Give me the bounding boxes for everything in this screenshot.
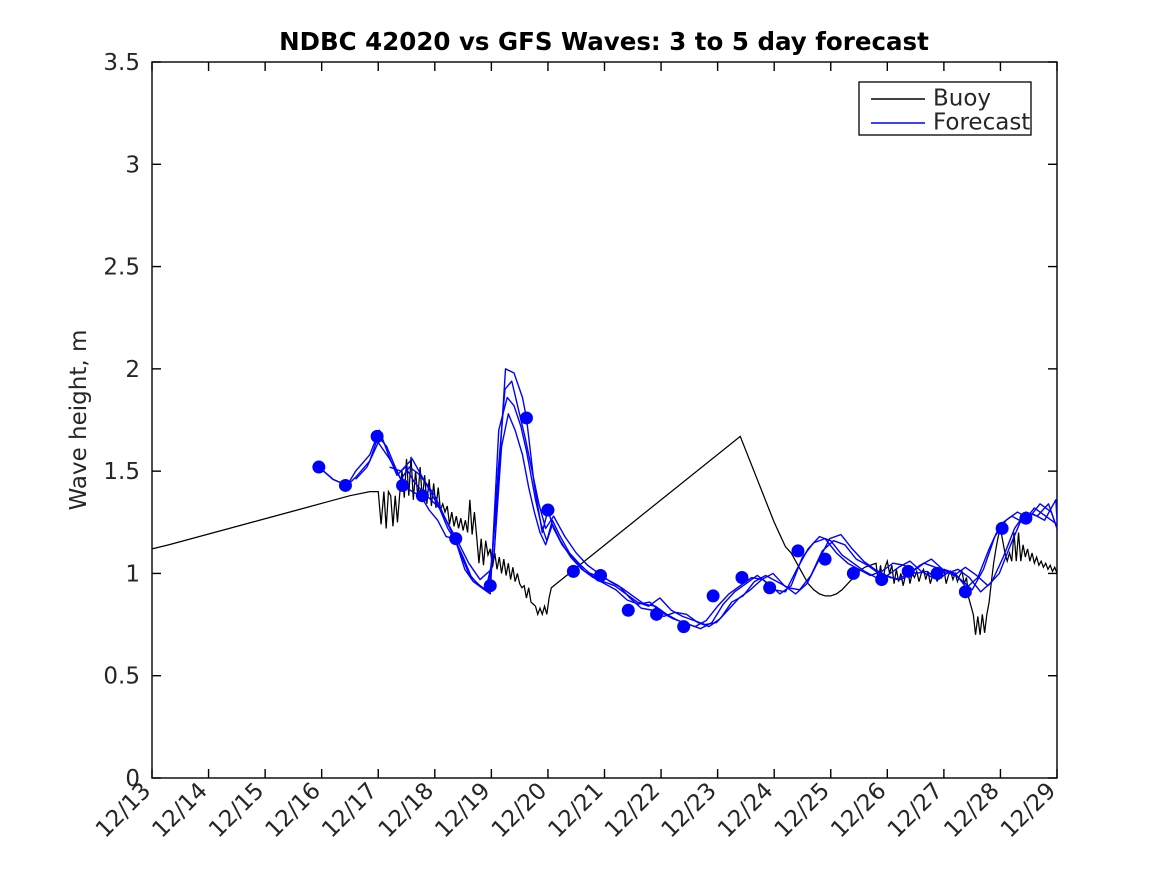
y-tick-label: 0 <box>125 766 140 792</box>
legend-label-buoy: Buoy <box>933 86 991 112</box>
forecast-marker <box>541 503 555 517</box>
x-tick-label: 12/17 <box>317 778 382 843</box>
forecast-marker <box>566 564 580 578</box>
data-series-layer <box>151 368 1058 635</box>
forecast-marker <box>763 581 777 595</box>
forecast-marker <box>338 478 352 492</box>
legend-label-forecast: Forecast <box>933 110 1030 136</box>
forecast-marker <box>706 589 720 603</box>
x-tick-label: 12/27 <box>883 778 948 843</box>
forecast-marker <box>449 532 463 546</box>
chart-legend[interactable]: Buoy Forecast <box>858 81 1032 136</box>
forecast-marker <box>901 564 915 578</box>
x-tick-label: 12/14 <box>148 778 213 843</box>
forecast-marker <box>312 460 326 474</box>
x-tick-label: 12/20 <box>487 778 552 843</box>
x-tick-label: 12/29 <box>996 778 1061 843</box>
x-tick-label: 12/23 <box>657 778 722 843</box>
y-tick-label: 2 <box>125 357 140 383</box>
series-forecast-run-b <box>318 396 1058 626</box>
x-tick-label: 12/22 <box>600 778 665 843</box>
forecast-marker <box>735 571 749 585</box>
y-tick-label: 1 <box>125 561 140 587</box>
x-tick-label: 12/16 <box>261 778 326 843</box>
x-tick-label: 12/26 <box>826 778 891 843</box>
forecast-marker <box>875 573 889 587</box>
forecast-marker <box>791 544 805 558</box>
x-tick-label: 12/25 <box>770 778 835 843</box>
forecast-marker <box>396 478 410 492</box>
x-tick-label: 12/13 <box>91 778 156 843</box>
y-tick-label: 3 <box>125 152 140 178</box>
forecast-marker <box>519 411 533 425</box>
forecast-marker <box>930 566 944 580</box>
forecast-marker <box>995 521 1009 535</box>
forecast-marker <box>483 579 497 593</box>
forecast-marker <box>818 552 832 566</box>
forecast-marker <box>1019 511 1033 525</box>
forecast-marker <box>370 429 384 443</box>
legend-box <box>858 81 1032 136</box>
y-axis-title: Wave height, m <box>66 330 92 511</box>
x-tick-label: 12/15 <box>204 778 269 843</box>
y-tick-label: 3.5 <box>103 50 140 76</box>
forecast-marker <box>846 566 860 580</box>
series-forecast-run-d <box>389 380 1058 630</box>
y-tick-label: 0.5 <box>103 664 140 690</box>
forecast-marker <box>650 607 664 621</box>
y-tick-label: 1.5 <box>103 459 140 485</box>
forecast-marker <box>958 585 972 599</box>
forecast-marker-layer <box>312 411 1033 634</box>
x-axis-ticks: 12/1312/1412/1512/1612/1712/1812/1912/20… <box>91 62 1061 843</box>
y-tick-label: 2.5 <box>103 255 140 281</box>
x-tick-label: 12/21 <box>543 778 608 843</box>
x-tick-label: 12/28 <box>939 778 1004 843</box>
x-tick-label: 12/24 <box>713 778 778 843</box>
forecast-marker <box>415 489 429 503</box>
forecast-marker <box>677 620 691 634</box>
chart-title: NDBC 42020 vs GFS Waves: 3 to 5 day fore… <box>279 27 929 56</box>
x-tick-label: 12/18 <box>374 778 439 843</box>
forecast-marker <box>621 603 635 617</box>
y-axis-ticks: 0 0.5 1 1.5 2 2.5 3 3.5 <box>103 50 1057 792</box>
x-tick-label: 12/19 <box>430 778 495 843</box>
series-buoy <box>151 435 1058 635</box>
series-forecast-run-c <box>355 413 1058 628</box>
forecast-marker <box>594 568 608 582</box>
plot-frame <box>151 61 1058 779</box>
